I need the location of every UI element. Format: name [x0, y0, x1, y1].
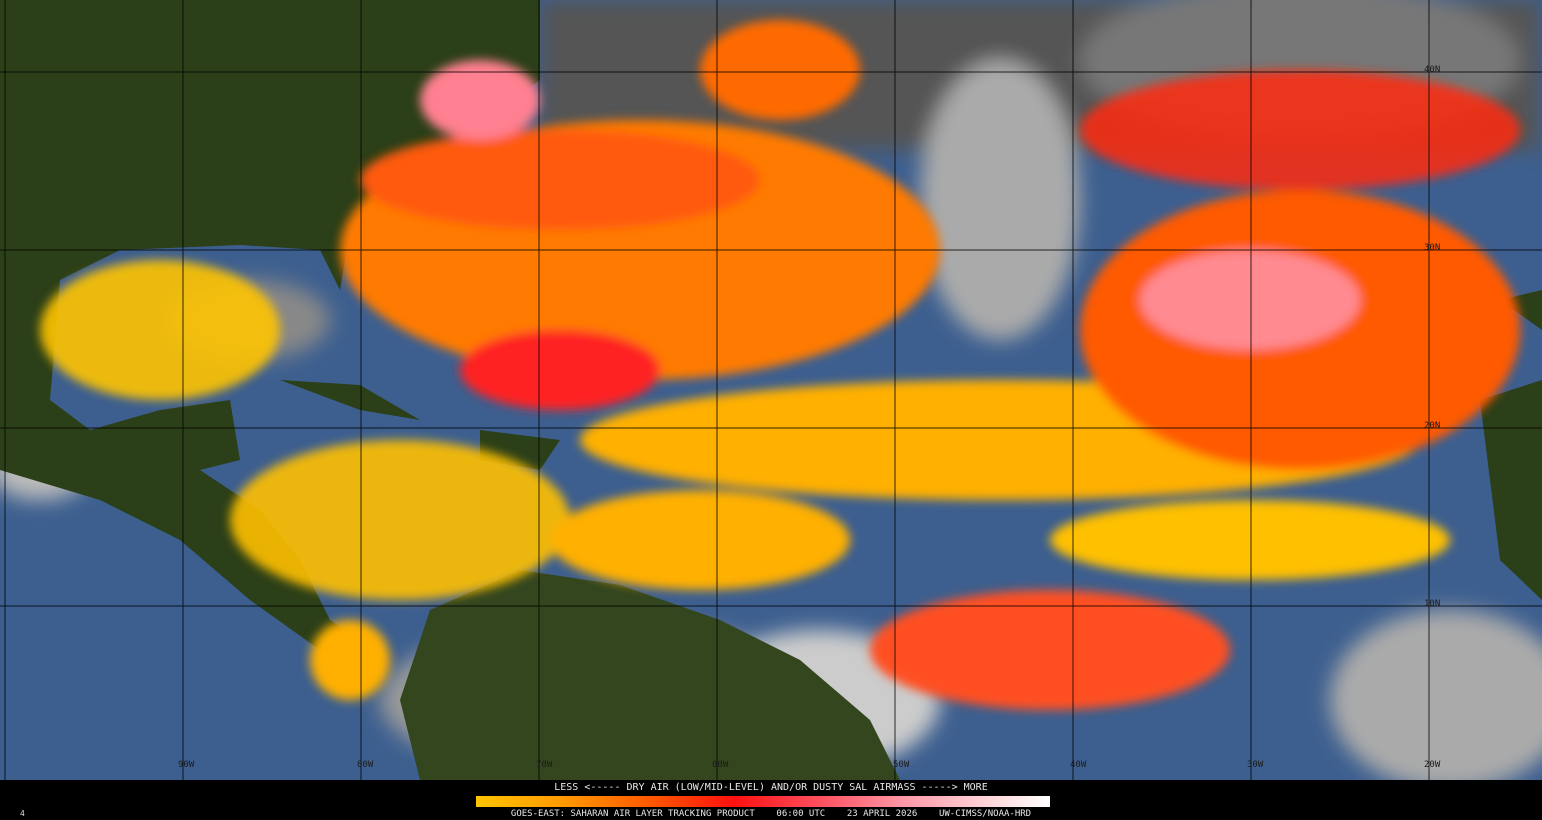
lon-label-70w: 70W: [536, 760, 553, 770]
frame-marker: 4: [20, 809, 25, 818]
lon-label-80w: 80W: [357, 760, 374, 770]
lat-label-30n: 30N: [1424, 243, 1441, 253]
sal-satellite-map: [0, 0, 1542, 780]
product-footer: GOES-EAST: SAHARAN AIR LAYER TRACKING PR…: [510, 809, 1032, 819]
lon-label-20w: 20W: [1424, 760, 1441, 770]
lon-label-90w: 90W: [178, 760, 195, 770]
lon-label-30w: 30W: [1247, 760, 1264, 770]
lat-lon-grid: [0, 0, 1542, 780]
lat-label-20n: 20N: [1424, 421, 1441, 431]
lat-label-40n: 40N: [1424, 65, 1441, 75]
legend-title: LESS <----- DRY AIR (LOW/MID-LEVEL) AND/…: [554, 782, 988, 793]
legend-color-bar: [476, 796, 1050, 807]
lat-label-10n: 10N: [1424, 599, 1441, 609]
lon-label-60w: 60W: [712, 760, 729, 770]
lon-label-40w: 40W: [1070, 760, 1087, 770]
lon-label-50w: 50W: [893, 760, 910, 770]
